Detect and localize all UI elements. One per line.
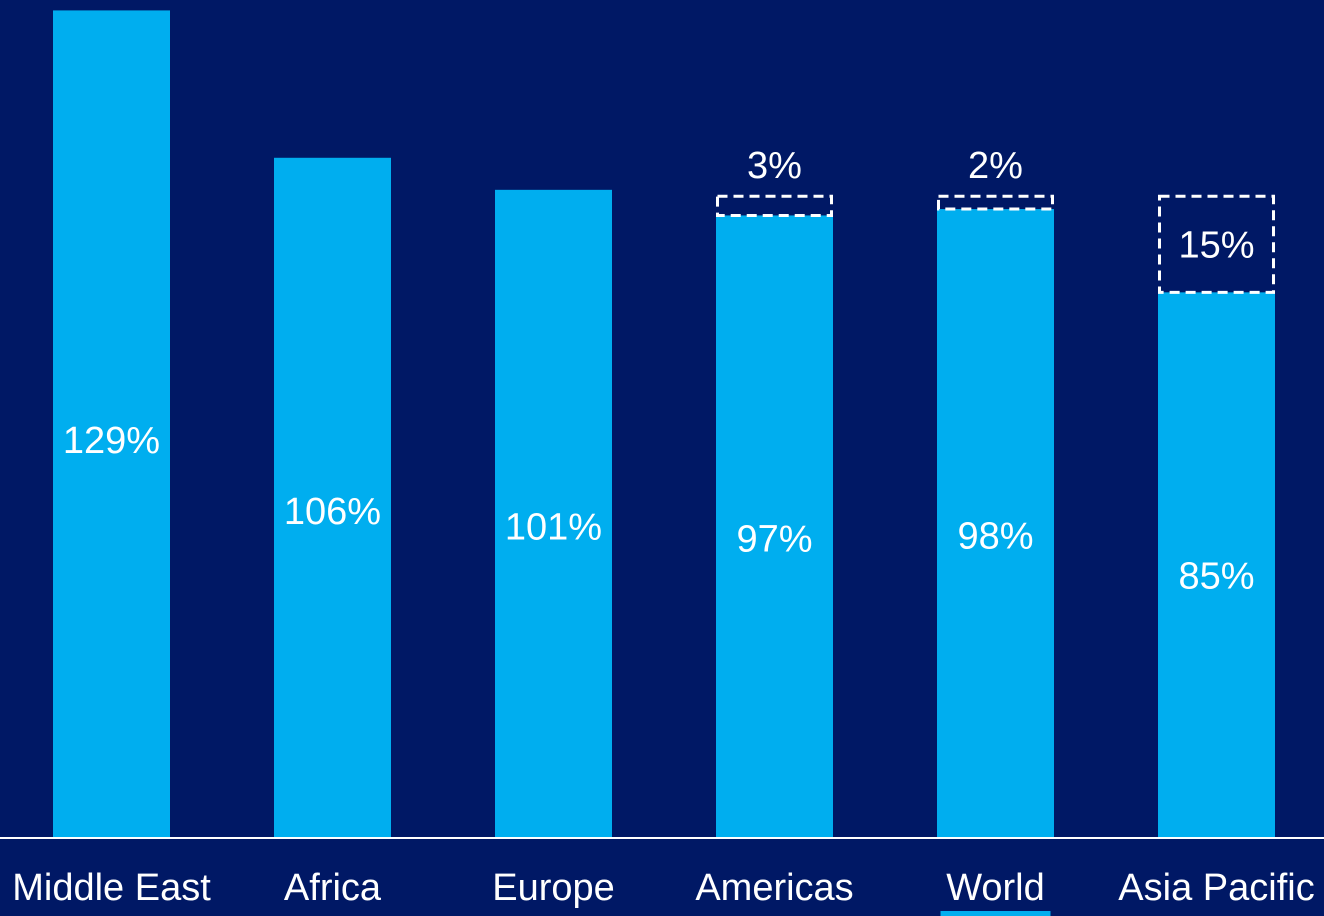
gap-value-label: 3% <box>747 145 802 187</box>
highlight-underline <box>940 911 1051 916</box>
gap-value-label: 2% <box>968 145 1023 187</box>
gap-segment-4 <box>937 194 1054 211</box>
labels-layer: 129% Middle East 106% Africa 101% Europe 97% 3%… <box>12 145 1315 916</box>
gap-segment-3 <box>716 194 833 217</box>
bar-value-label: 98% <box>957 516 1033 558</box>
bar-value-label: 97% <box>736 519 812 561</box>
bar-3 <box>716 215 833 837</box>
bar-1 <box>274 157 391 838</box>
bar-value-label: 106% <box>284 491 381 533</box>
category-label: World <box>946 867 1045 909</box>
bars-layer <box>53 10 1275 838</box>
gap-value-label: 15% <box>1178 224 1254 266</box>
bar-0 <box>53 10 170 837</box>
category-label: Africa <box>284 867 382 909</box>
bar-5 <box>1158 292 1275 837</box>
category-label: Americas <box>695 867 853 909</box>
bar-2 <box>495 189 612 838</box>
bar-4 <box>937 209 1054 838</box>
bar-value-label: 101% <box>505 506 602 548</box>
category-label: Europe <box>492 867 615 909</box>
bar-value-label: 85% <box>1178 556 1254 598</box>
gap-segment-5 <box>1158 194 1275 294</box>
category-label: Asia Pacific <box>1118 867 1314 909</box>
bar-value-label: 129% <box>63 420 160 462</box>
category-label: Middle East <box>12 867 211 909</box>
